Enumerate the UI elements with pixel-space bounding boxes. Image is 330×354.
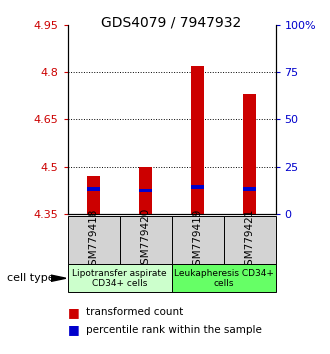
Bar [172, 216, 224, 264]
Bar [68, 216, 119, 264]
Text: GSM779418: GSM779418 [89, 208, 99, 272]
Bar [87, 187, 100, 191]
Text: ■: ■ [68, 324, 80, 336]
Bar [243, 187, 256, 191]
Text: transformed count: transformed count [86, 307, 183, 317]
Bar [87, 176, 100, 214]
Polygon shape [51, 275, 66, 281]
Bar [139, 167, 152, 214]
Bar [119, 216, 172, 264]
Bar [172, 264, 276, 292]
Text: Lipotransfer aspirate
CD34+ cells: Lipotransfer aspirate CD34+ cells [72, 269, 167, 288]
Text: Leukapheresis CD34+
cells: Leukapheresis CD34+ cells [174, 269, 274, 288]
Bar [191, 185, 204, 189]
Bar [224, 216, 276, 264]
Text: GDS4079 / 7947932: GDS4079 / 7947932 [102, 16, 242, 30]
Text: percentile rank within the sample: percentile rank within the sample [86, 325, 262, 335]
Bar [68, 264, 172, 292]
Text: cell type: cell type [7, 273, 54, 283]
Text: GSM779419: GSM779419 [193, 208, 203, 272]
Text: ■: ■ [68, 306, 80, 319]
Bar [191, 66, 204, 214]
Bar [139, 189, 152, 192]
Text: GSM779421: GSM779421 [245, 208, 254, 272]
Text: GSM779420: GSM779420 [141, 208, 150, 272]
Bar [243, 94, 256, 214]
